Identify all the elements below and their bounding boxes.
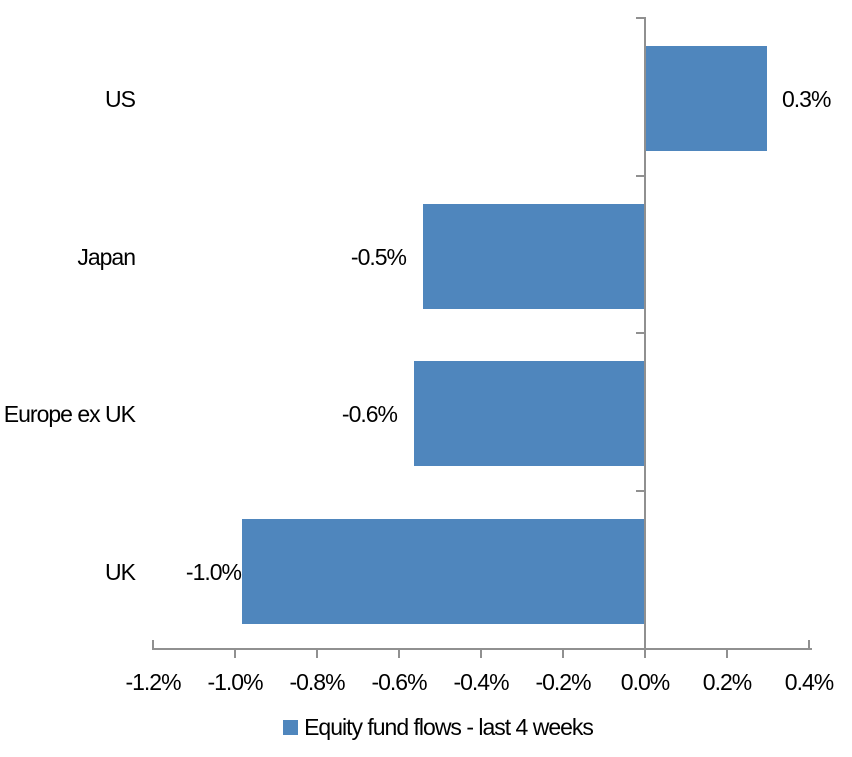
x-tick-label--0-4-: -0.4% [453, 669, 509, 695]
x-axis-tick [398, 650, 400, 658]
x-tick-label--1-2-: -1.2% [125, 669, 181, 695]
category-label-europe-ex-uk: Europe ex UK [3, 400, 136, 427]
legend: Equity fund flows - last 4 weeks [0, 712, 852, 742]
x-axis-tick [234, 650, 236, 658]
x-axis-tick [480, 650, 482, 658]
bar-japan [423, 204, 644, 309]
y-axis-tick [636, 17, 644, 19]
x-tick-label-0-0-: 0.0% [620, 669, 670, 695]
x-tick-label--1-0-: -1.0% [207, 669, 263, 695]
legend-swatch-icon [283, 719, 299, 735]
y-axis-line [644, 17, 646, 658]
x-tick-label--0-6-: -0.6% [371, 669, 427, 695]
y-axis-tick [636, 490, 644, 492]
category-label-japan: Japan [77, 243, 136, 270]
x-axis-tick [562, 650, 564, 658]
bar-europe-ex-uk [414, 361, 644, 466]
legend-label: Equity fund flows - last 4 weeks [304, 714, 594, 740]
x-axis-line [152, 648, 812, 650]
x-tick-label-0-2-: 0.2% [702, 669, 752, 695]
x-tick-label-0-4-: 0.4% [784, 669, 834, 695]
x-tick-label--0-8-: -0.8% [289, 669, 345, 695]
data-label-uk: -1.0% [185, 558, 242, 585]
data-label-us: 0.3% [782, 85, 831, 112]
bar-uk [242, 519, 644, 624]
y-axis-tick [636, 175, 644, 177]
category-label-us: US [105, 85, 136, 112]
x-axis-tick [152, 640, 154, 648]
y-axis-tick [636, 332, 644, 334]
bar-us [646, 46, 767, 151]
x-axis-tick [316, 650, 318, 658]
x-tick-label--0-2-: -0.2% [535, 669, 591, 695]
data-label-europe-ex-uk: -0.6% [341, 400, 398, 427]
data-label-japan: -0.5% [350, 243, 407, 270]
category-label-uk: UK [105, 558, 136, 585]
x-axis-tick [808, 640, 810, 648]
x-axis-tick [726, 650, 728, 658]
